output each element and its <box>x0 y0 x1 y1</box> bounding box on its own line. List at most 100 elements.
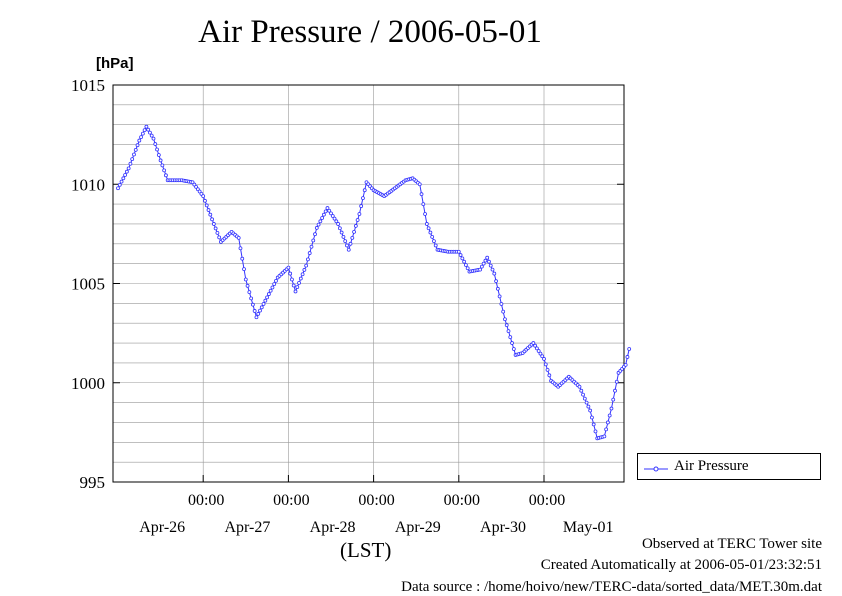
data-point <box>158 158 163 163</box>
data-point <box>153 142 158 146</box>
data-point <box>579 388 584 393</box>
data-point <box>417 182 422 187</box>
data-point <box>582 396 587 401</box>
y-tick-label: 1015 <box>71 76 105 95</box>
data-point <box>242 267 246 272</box>
data-point <box>462 259 467 264</box>
data-point <box>504 323 509 328</box>
data-point <box>254 315 259 320</box>
data-point <box>330 214 335 218</box>
data-point <box>288 271 293 276</box>
data-point <box>117 183 122 187</box>
chart-title: Air Pressure / 2006-05-01 <box>198 14 542 50</box>
data-point <box>419 192 424 197</box>
data-point <box>329 211 333 216</box>
data-point <box>494 279 498 284</box>
data-point <box>148 130 152 135</box>
data-point <box>250 302 255 307</box>
data-point <box>456 249 461 254</box>
data-point <box>487 259 491 264</box>
data-point <box>327 208 332 213</box>
data-point <box>236 235 241 240</box>
data-point <box>591 422 596 427</box>
data-point <box>295 285 300 290</box>
data-point <box>430 234 435 239</box>
footer-created: Created Automatically at 2006-05-01/23:3… <box>540 557 822 573</box>
legend: Air Pressure <box>637 453 821 480</box>
data-point <box>355 218 360 222</box>
y-tick-label: 995 <box>80 473 106 492</box>
data-point <box>341 234 346 239</box>
data-point <box>421 202 426 207</box>
data-point <box>495 286 500 291</box>
data-point <box>306 257 310 262</box>
x-tick-date-label: Apr-26 <box>139 519 185 536</box>
data-point <box>542 357 546 361</box>
data-point <box>463 263 468 267</box>
data-point <box>116 186 120 191</box>
data-point <box>483 258 488 263</box>
data-point <box>313 232 317 237</box>
data-point <box>339 230 344 235</box>
data-point <box>604 427 609 432</box>
data-point <box>247 290 252 295</box>
data-point <box>311 238 316 243</box>
data-point <box>121 176 126 181</box>
data-point <box>126 166 131 171</box>
data-point <box>245 283 250 288</box>
data-point <box>625 355 630 359</box>
footer-site: Observed at TERC Tower site <box>641 536 822 552</box>
data-point <box>320 216 325 220</box>
data-point <box>132 152 136 157</box>
data-point <box>499 302 504 306</box>
data-point <box>460 256 465 261</box>
data-point <box>204 203 209 208</box>
data-point <box>270 285 275 290</box>
data-point <box>265 295 270 300</box>
data-point <box>609 406 614 411</box>
data-point <box>249 296 254 301</box>
y-unit-label: [hPa] <box>96 55 134 72</box>
data-point <box>336 222 341 226</box>
data-point <box>135 143 140 148</box>
data-point <box>538 351 543 356</box>
data-point <box>485 255 490 260</box>
data-point <box>428 230 433 235</box>
x-tick-time-label: 00:00 <box>529 492 565 509</box>
data-point <box>201 194 206 199</box>
x-tick-date-label: Apr-27 <box>224 519 270 536</box>
data-point <box>238 246 243 251</box>
data-point <box>479 264 484 269</box>
data-point <box>611 397 616 402</box>
x-tick-time-label: 00:00 <box>358 492 394 509</box>
x-tick-date-label: Apr-29 <box>395 519 441 536</box>
data-point <box>490 267 495 272</box>
data-point <box>540 354 545 359</box>
data-point <box>543 362 548 367</box>
data-point <box>144 124 149 129</box>
data-point <box>293 289 298 294</box>
data-point <box>346 247 351 252</box>
data-point <box>272 282 277 287</box>
data-point <box>298 276 303 281</box>
data-point <box>258 308 262 313</box>
data-point <box>584 400 589 405</box>
data-point <box>268 288 273 293</box>
data-point <box>590 415 594 420</box>
data-point <box>139 135 143 140</box>
data-point <box>623 362 628 367</box>
data-point <box>501 309 506 314</box>
data-point <box>547 373 552 378</box>
data-point <box>314 226 319 230</box>
data-point <box>307 251 312 255</box>
data-point <box>352 229 356 234</box>
legend-swatch-icon <box>644 466 668 472</box>
data-point <box>259 305 264 310</box>
data-point <box>164 173 168 178</box>
data-point <box>458 253 463 257</box>
data-point <box>323 209 328 214</box>
data-point <box>531 341 536 345</box>
data-point <box>503 317 507 322</box>
data-point <box>497 294 502 299</box>
x-tick-date-label: May-01 <box>563 519 614 536</box>
